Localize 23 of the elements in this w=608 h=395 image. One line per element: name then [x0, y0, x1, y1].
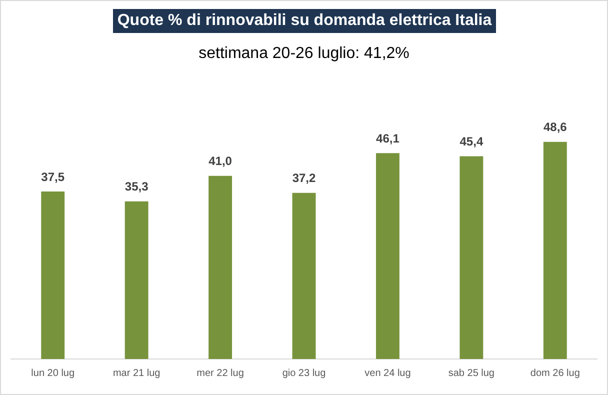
bar	[292, 192, 316, 359]
data-label: 46,1	[376, 131, 400, 146]
bar	[543, 142, 567, 359]
bar	[124, 201, 148, 359]
data-label: 48,6	[543, 120, 568, 134]
x-tick-label: ven 24 lug	[364, 368, 411, 379]
x-tick-label: lun 20 lug	[31, 368, 75, 379]
chart-subtitle: settimana 20-26 luglio: 41,2%	[198, 45, 410, 63]
bar	[208, 176, 232, 359]
chart-title: Quote % di rinnovabili su domanda elettrica Italia	[113, 9, 496, 33]
data-label: 37,2	[292, 171, 316, 186]
x-tick-label: mer 22 lug	[196, 368, 244, 379]
data-label: 35,3	[124, 180, 149, 194]
bar	[460, 156, 484, 359]
x-tick-label: gio 23 lug	[282, 368, 326, 379]
x-tick-label: sab 25 lug	[448, 368, 495, 379]
data-label: 41,0	[208, 154, 232, 168]
data-label: 45,4	[460, 134, 484, 149]
data-label: 37,5	[41, 170, 65, 184]
bar	[376, 153, 400, 359]
x-tick-label: mar 21 lug	[112, 368, 160, 379]
x-tick-label: dom 26 lug	[530, 368, 580, 379]
bar	[41, 192, 65, 359]
